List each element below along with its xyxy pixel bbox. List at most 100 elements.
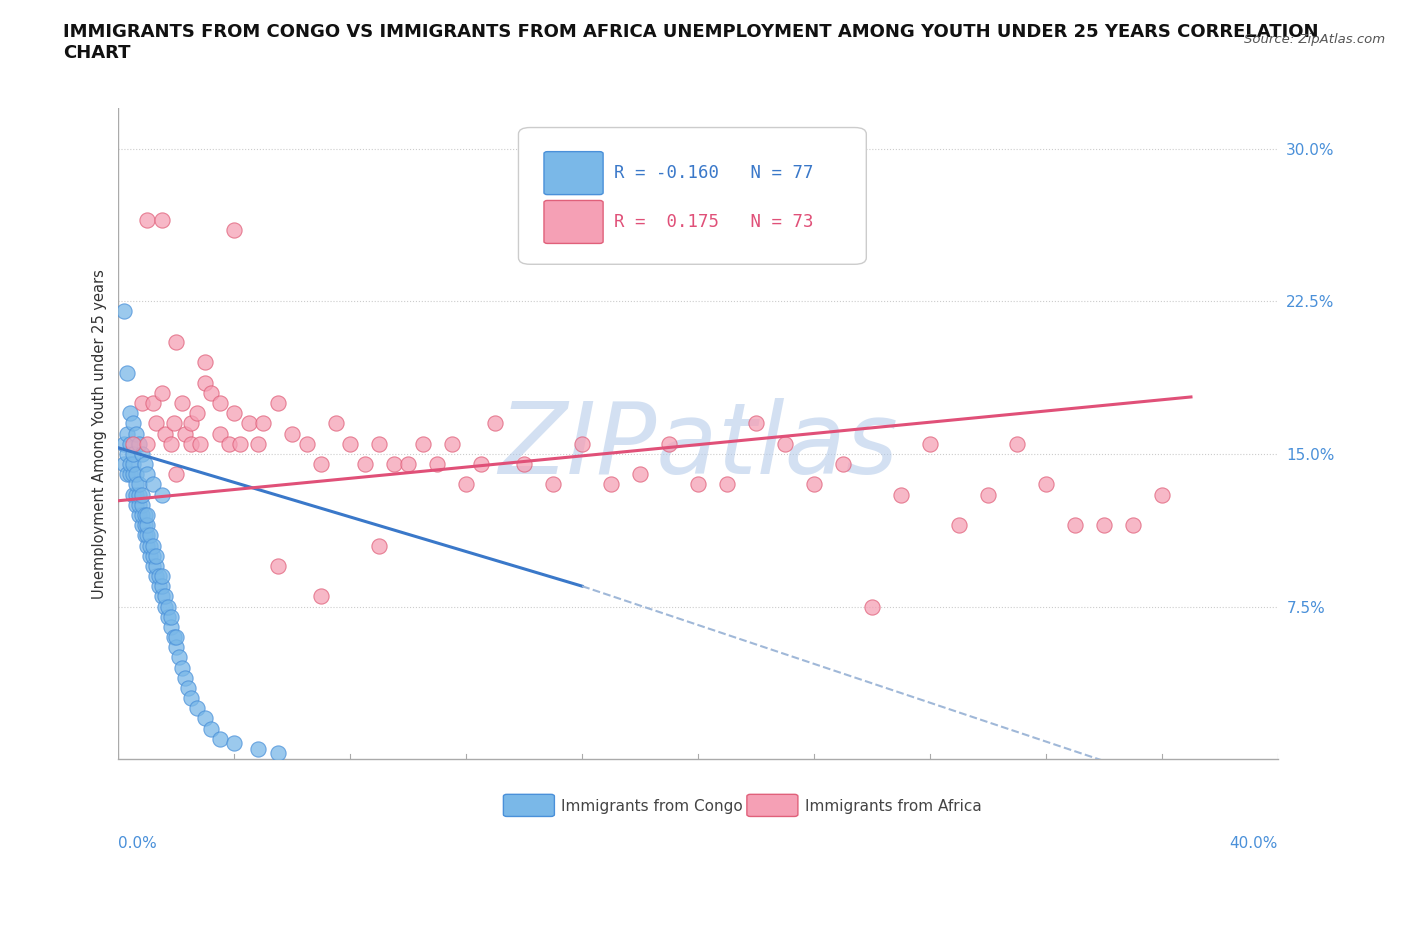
Point <box>165 640 187 655</box>
Point <box>142 548 165 563</box>
Point <box>311 589 333 604</box>
Point <box>470 457 492 472</box>
Point <box>456 477 478 492</box>
Point <box>150 568 173 583</box>
Point <box>208 731 231 746</box>
Point <box>148 578 170 593</box>
Point <box>153 589 176 604</box>
Point <box>145 416 167 431</box>
Point <box>118 405 141 420</box>
Point <box>150 578 173 593</box>
Point <box>1092 518 1115 533</box>
Point <box>600 477 623 492</box>
Point <box>139 538 162 553</box>
Point <box>165 467 187 482</box>
FancyBboxPatch shape <box>544 201 603 244</box>
Point <box>174 671 197 685</box>
Point <box>628 467 651 482</box>
Point <box>267 746 290 761</box>
Point <box>128 498 150 512</box>
Point <box>142 477 165 492</box>
Point <box>513 457 536 472</box>
Point <box>208 426 231 441</box>
Point <box>174 426 197 441</box>
Text: 40.0%: 40.0% <box>1230 836 1278 852</box>
Point <box>832 457 855 472</box>
Point <box>186 405 208 420</box>
Point <box>153 599 176 614</box>
Point <box>267 558 290 573</box>
Text: R =  0.175   N = 73: R = 0.175 N = 73 <box>613 213 813 231</box>
Point <box>200 385 222 400</box>
Point <box>131 446 153 461</box>
Point <box>145 558 167 573</box>
Point <box>165 335 187 350</box>
Point <box>112 304 135 319</box>
Point <box>131 508 153 523</box>
Point <box>541 477 564 492</box>
Point <box>368 436 391 451</box>
Point <box>150 212 173 227</box>
Point <box>118 457 141 472</box>
Point <box>128 487 150 502</box>
Text: Source: ZipAtlas.com: Source: ZipAtlas.com <box>1244 33 1385 46</box>
Point <box>200 721 222 736</box>
Point <box>890 487 912 502</box>
Point <box>218 436 240 451</box>
Point <box>977 487 1000 502</box>
Point <box>112 436 135 451</box>
Point <box>162 416 184 431</box>
Point <box>153 426 176 441</box>
Point <box>122 446 145 461</box>
Point <box>194 355 217 370</box>
Point <box>208 395 231 410</box>
Point <box>134 457 156 472</box>
Point <box>186 701 208 716</box>
Point <box>180 691 202 706</box>
Point <box>295 436 318 451</box>
FancyBboxPatch shape <box>519 127 866 264</box>
Point <box>180 416 202 431</box>
Point <box>128 436 150 451</box>
Point <box>1122 518 1144 533</box>
FancyBboxPatch shape <box>503 794 554 817</box>
Point <box>122 467 145 482</box>
Text: Immigrants from Congo: Immigrants from Congo <box>561 799 744 814</box>
FancyBboxPatch shape <box>747 794 797 817</box>
Text: 0.0%: 0.0% <box>118 836 157 852</box>
Point <box>224 405 246 420</box>
Point <box>118 467 141 482</box>
Point <box>180 436 202 451</box>
Point <box>162 630 184 644</box>
Point <box>396 457 419 472</box>
Point <box>136 528 159 543</box>
Point <box>136 212 159 227</box>
Point <box>339 436 361 451</box>
Point <box>134 508 156 523</box>
Point <box>118 436 141 451</box>
Point <box>169 650 191 665</box>
Point <box>224 222 246 237</box>
Point <box>122 457 145 472</box>
Point <box>134 518 156 533</box>
Point <box>112 457 135 472</box>
Point <box>920 436 942 451</box>
Point <box>131 498 153 512</box>
Text: IMMIGRANTS FROM CONGO VS IMMIGRANTS FROM AFRICA UNEMPLOYMENT AMONG YOUTH UNDER 2: IMMIGRANTS FROM CONGO VS IMMIGRANTS FROM… <box>63 23 1319 62</box>
Point <box>142 395 165 410</box>
Point <box>1150 487 1173 502</box>
Point <box>353 457 375 472</box>
Point <box>194 711 217 726</box>
Point <box>128 508 150 523</box>
Point <box>150 487 173 502</box>
Point <box>177 681 200 696</box>
Point <box>134 528 156 543</box>
Point <box>484 416 506 431</box>
Point <box>252 416 274 431</box>
Point <box>159 609 181 624</box>
Point <box>145 568 167 583</box>
Point <box>115 467 138 482</box>
Point <box>773 436 796 451</box>
Text: R = -0.160   N = 77: R = -0.160 N = 77 <box>613 164 813 182</box>
Point <box>368 538 391 553</box>
